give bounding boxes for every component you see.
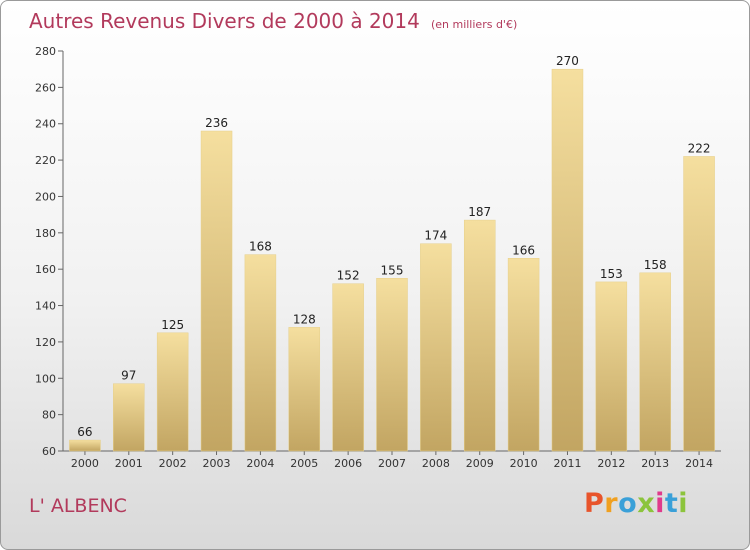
- x-tick-label-2010: 2010: [510, 457, 538, 470]
- data-label-2004: 168: [249, 240, 272, 254]
- title-main: Autres Revenus Divers de 2000 à 2014: [29, 9, 420, 33]
- bar-2013: [639, 272, 671, 452]
- bar-2001: [113, 383, 145, 452]
- bar-2012: [595, 281, 628, 452]
- title-unit: (en milliers d'€): [430, 18, 518, 31]
- x-tick-label-2011: 2011: [553, 457, 581, 470]
- bar-2004: [244, 254, 277, 452]
- x-tick-label-2008: 2008: [422, 457, 450, 470]
- y-tick-label: 280: [35, 45, 56, 58]
- y-tick-label: 220: [35, 154, 56, 167]
- data-label-2005: 128: [293, 312, 316, 326]
- y-tick-label: 60: [42, 445, 56, 458]
- brand-letter: x: [637, 488, 656, 519]
- y-tick-label: 200: [35, 190, 56, 203]
- data-label-2008: 174: [424, 229, 447, 243]
- y-tick-label: 160: [35, 263, 56, 276]
- y-tick-label: 240: [35, 118, 56, 131]
- bar-2005: [288, 327, 321, 452]
- data-label-2002: 125: [161, 318, 184, 332]
- y-tick-label: 100: [35, 372, 56, 385]
- data-label-2003: 236: [205, 116, 228, 130]
- bar-2014: [683, 156, 715, 452]
- brand-letter: i: [678, 488, 689, 519]
- x-tick-label-2006: 2006: [334, 457, 362, 470]
- bar-2011: [551, 68, 584, 452]
- brand-letter: r: [604, 488, 619, 519]
- bar-2009: [463, 219, 496, 452]
- x-tick-label-2009: 2009: [466, 457, 494, 470]
- data-label-2011: 270: [556, 54, 579, 68]
- x-tick-label-2007: 2007: [378, 457, 406, 470]
- bar-2000: [69, 439, 101, 452]
- data-label-2001: 97: [121, 369, 136, 383]
- proxiti-logo[interactable]: Proxiti: [584, 488, 688, 519]
- x-tick-label-2014: 2014: [685, 457, 713, 470]
- x-tick-label-2001: 2001: [115, 457, 143, 470]
- x-tick-label-2002: 2002: [159, 457, 187, 470]
- bar-2003: [200, 130, 233, 452]
- data-label-2006: 152: [337, 269, 360, 283]
- x-tick-label-2005: 2005: [290, 457, 318, 470]
- y-tick-label: 180: [35, 227, 56, 240]
- brand-letter: P: [584, 488, 605, 519]
- x-axis: 2000 2001 2002 2003 2004 2005 2006 2007 2008 2009…: [63, 450, 721, 470]
- y-tick-label: 80: [42, 409, 56, 422]
- bar-2008: [420, 243, 452, 452]
- data-label-2014: 222: [688, 141, 711, 155]
- x-tick-label-2012: 2012: [597, 457, 625, 470]
- data-label-2012: 153: [600, 267, 623, 281]
- x-tick-label-2004: 2004: [246, 457, 274, 470]
- bar-2010: [507, 258, 540, 452]
- brand-letter: t: [664, 488, 679, 519]
- data-label-2009: 187: [468, 205, 491, 219]
- y-tick-label: 260: [35, 81, 56, 94]
- brand-letter: i: [655, 488, 665, 519]
- data-label-2007: 155: [381, 263, 404, 277]
- chart-title: Autres Revenus Divers de 2000 à 2014 (en…: [29, 9, 517, 33]
- data-labels: 66 97 125 236 168 128 152 155 174 187 166 270 153 158…: [77, 54, 710, 439]
- data-label-2000: 66: [77, 425, 92, 439]
- y-tick-label: 140: [35, 300, 56, 313]
- commune-name: L' ALBENC: [29, 495, 127, 517]
- x-tick-label-2013: 2013: [641, 457, 669, 470]
- bar-2006: [332, 283, 364, 452]
- y-axis: 60 80 100 120 140 160 180 200 220 240 260 280: [35, 45, 64, 458]
- bar-2007: [376, 278, 408, 452]
- x-tick-label-2003: 2003: [203, 457, 231, 470]
- data-label-2010: 166: [512, 243, 535, 257]
- bars: [69, 68, 715, 452]
- brand-letter: o: [618, 488, 638, 519]
- data-label-2013: 158: [644, 258, 667, 272]
- x-tick-label-2000: 2000: [71, 457, 99, 470]
- bar-2002: [156, 332, 189, 452]
- y-tick-label: 120: [35, 336, 56, 349]
